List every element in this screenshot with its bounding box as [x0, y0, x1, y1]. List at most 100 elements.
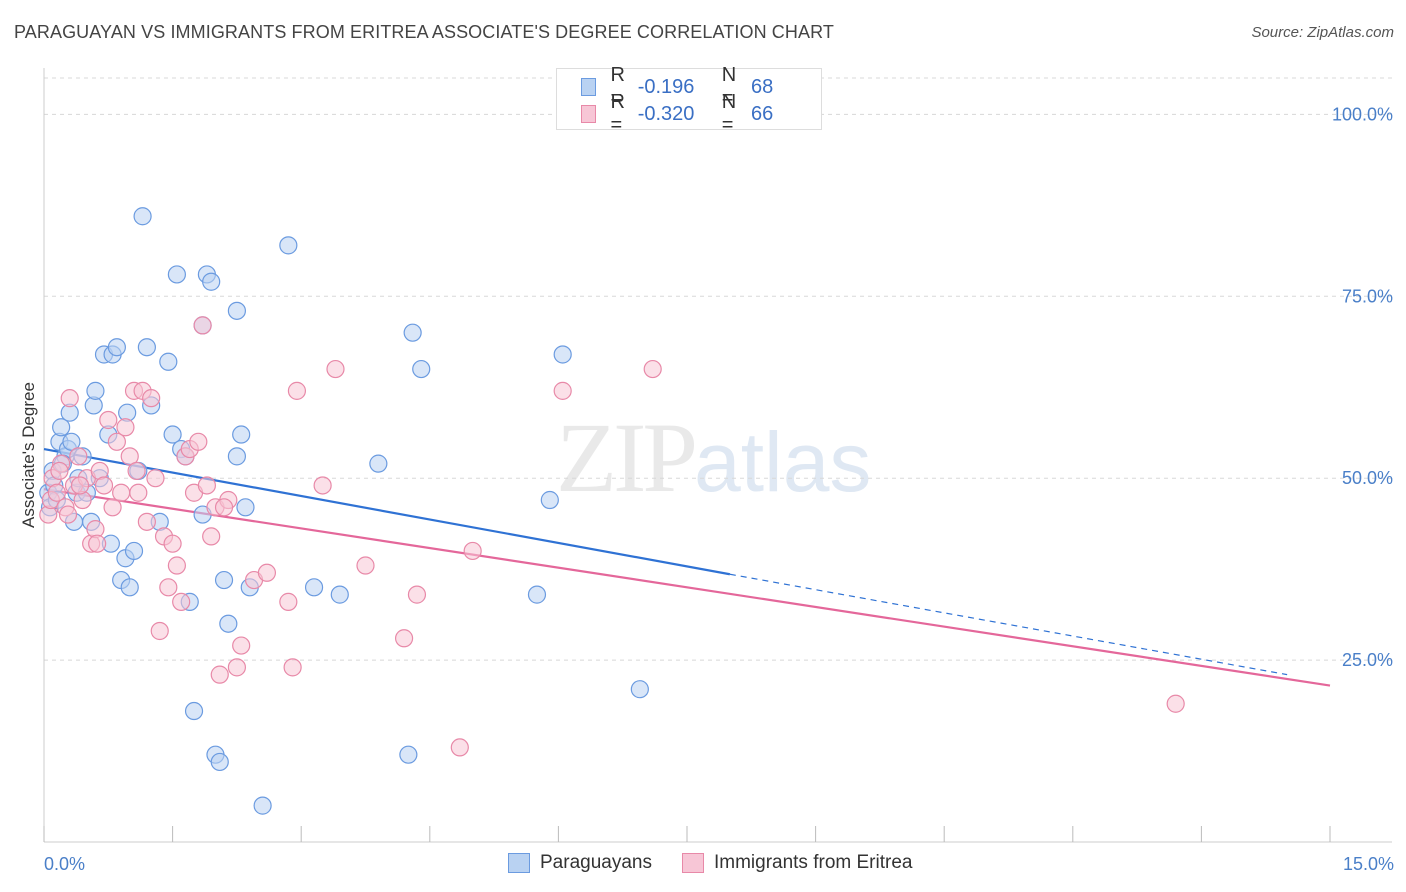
y-tick-label: 25.0% — [1342, 650, 1393, 670]
point-paraguayans — [540, 490, 559, 510]
point-paraguayans — [167, 265, 186, 284]
point-paraguayans — [62, 432, 81, 451]
series-swatch-eritrea — [681, 853, 704, 873]
point-eritrea — [283, 658, 302, 677]
point-paraguayans — [412, 359, 431, 379]
point-paraguayans — [159, 352, 178, 371]
point-eritrea — [60, 389, 79, 408]
point-eritrea — [150, 621, 169, 641]
watermark: ZIPatlas — [556, 400, 871, 515]
point-paraguayans — [279, 236, 298, 255]
point-eritrea — [146, 469, 165, 488]
point-eritrea — [313, 476, 332, 495]
series-legend-item-eritrea[interactable]: Immigrants from Eritrea — [681, 852, 913, 874]
point-eritrea — [167, 556, 186, 575]
point-paraguayans — [137, 338, 156, 357]
point-paraguayans — [399, 745, 418, 764]
point-eritrea — [142, 389, 161, 408]
series-legend-item-paraguayans[interactable]: Paraguayans — [508, 852, 652, 874]
point-paraguayans — [120, 578, 139, 597]
point-eritrea — [450, 738, 469, 757]
point-eritrea — [127, 461, 146, 481]
point-paraguayans — [527, 585, 547, 604]
point-eritrea — [159, 578, 178, 597]
point-eritrea — [103, 498, 122, 517]
point-eritrea — [107, 432, 126, 451]
point-eritrea — [210, 665, 229, 684]
series-swatch-paraguayans — [508, 853, 530, 873]
point-paraguayans — [210, 752, 229, 772]
point-eritrea — [70, 476, 90, 495]
trend-eritrea — [43, 488, 1331, 687]
point-eritrea — [287, 381, 307, 400]
series-label-eritrea: Immigrants from Eritrea — [713, 852, 913, 873]
legend-r-value: -0.320 — [637, 102, 695, 125]
correlation-legend: R = -0.196 N = 68 R = -0.320 N = 66 — [556, 64, 822, 136]
point-eritrea — [197, 476, 216, 495]
point-eritrea — [94, 476, 114, 495]
point-eritrea — [553, 381, 572, 400]
legend-swatch-eritrea — [581, 105, 597, 123]
point-paraguayans — [202, 272, 221, 291]
point-paraguayans — [236, 498, 255, 517]
point-eritrea — [257, 563, 277, 582]
point-paraguayans — [253, 796, 272, 815]
series-legend: Paraguayans Immigrants from Eritrea — [508, 852, 942, 874]
point-paraguayans — [86, 381, 105, 400]
point-eritrea — [88, 534, 107, 553]
point-eritrea — [463, 541, 482, 561]
y-tick-label: 100.0% — [1332, 104, 1393, 124]
point-eritrea — [407, 585, 427, 604]
legend-swatch-paraguayans — [581, 78, 597, 96]
point-paraguayans — [630, 680, 649, 699]
legend-row-paraguayans: R = -0.196 N = 68 — [581, 64, 821, 109]
point-paraguayans — [553, 345, 572, 364]
point-eritrea — [214, 498, 234, 517]
point-eritrea — [193, 316, 212, 335]
legend-n-label: N = — [721, 91, 737, 136]
point-eritrea — [232, 636, 251, 655]
point-paraguayans — [227, 447, 246, 466]
point-paraguayans — [124, 541, 144, 561]
x-tick-label: 0.0% — [44, 854, 85, 874]
point-paraguayans — [227, 301, 246, 320]
y-axis-label: Associate's Degree — [19, 382, 38, 528]
point-eritrea — [69, 447, 88, 466]
chart-title: PARAGUAYAN VS IMMIGRANTS FROM ERITREA AS… — [14, 22, 834, 42]
point-paraguayans — [107, 338, 126, 357]
legend-n-value: 68 — [751, 75, 774, 98]
point-eritrea — [112, 483, 131, 502]
point-paraguayans — [52, 418, 71, 437]
point-eritrea — [116, 418, 135, 437]
point-paraguayans — [163, 425, 182, 444]
x-tick-label: 15.0% — [1343, 854, 1394, 874]
point-paraguayans — [232, 425, 251, 444]
legend-n-label: N = — [721, 64, 737, 109]
point-eritrea — [99, 410, 118, 430]
watermark-zip: ZIP — [556, 402, 698, 513]
point-eritrea — [227, 658, 246, 677]
point-eritrea — [356, 556, 375, 575]
point-paraguayans — [219, 614, 238, 633]
point-paraguayans — [330, 585, 349, 604]
legend-n-value: 66 — [751, 102, 774, 125]
data-points — [39, 207, 1185, 815]
point-eritrea — [394, 629, 414, 648]
point-eritrea — [50, 461, 69, 481]
point-eritrea — [1166, 694, 1185, 713]
axes — [43, 68, 1392, 843]
point-eritrea — [163, 534, 182, 553]
point-eritrea — [120, 447, 139, 466]
point-paraguayans — [184, 701, 204, 721]
tick-labels: 25.0% 50.0% 75.0% 100.0% 0.0% 15.0% — [44, 104, 1394, 874]
point-eritrea — [129, 483, 148, 502]
point-eritrea — [279, 592, 298, 611]
watermark-atlas: atlas — [694, 415, 872, 509]
trend-paraguayans-extension — [729, 573, 1288, 676]
point-paraguayans — [403, 323, 422, 342]
point-eritrea — [189, 432, 208, 451]
point-eritrea — [202, 527, 221, 546]
y-tick-label: 50.0% — [1342, 468, 1393, 488]
legend-r-value: -0.196 — [637, 75, 695, 98]
